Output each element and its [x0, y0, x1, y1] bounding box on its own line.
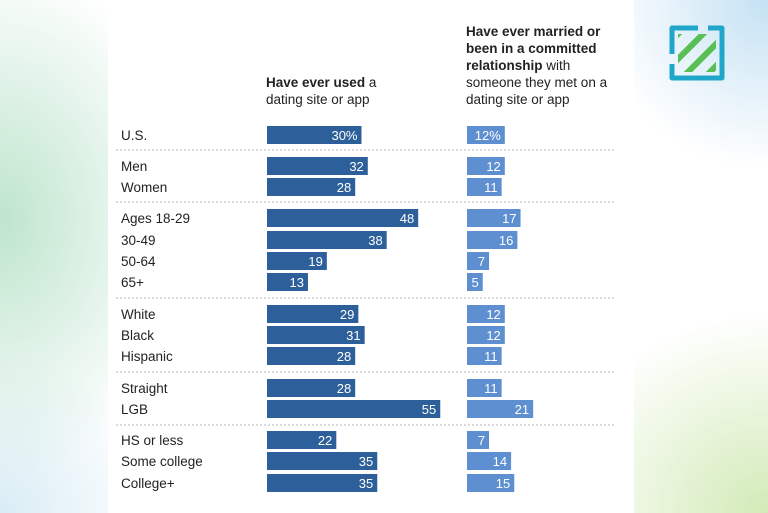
bar-married-hispanic [467, 347, 502, 365]
value-label-married-women: 11 [484, 180, 498, 195]
bar-used-hispanic [267, 347, 356, 365]
category-label-white: White [121, 307, 156, 322]
category-label-hs-or-less: HS or less [121, 433, 184, 448]
bar-married-college [467, 474, 515, 492]
bar-used-some-college [267, 452, 378, 470]
value-label-married-straight: 11 [484, 381, 498, 396]
category-label-college: College+ [121, 476, 175, 491]
category-label-straight: Straight [121, 381, 168, 396]
bar-married-30-49 [467, 231, 518, 249]
bar-married-65 [467, 273, 483, 291]
value-label-used-30-49: 38 [368, 233, 382, 248]
value-label-married-ages-18-29: 17 [502, 211, 516, 226]
category-label-30-49: 30-49 [121, 233, 156, 248]
value-label-married-college: 15 [496, 476, 510, 491]
value-label-married-hs-or-less: 7 [478, 433, 485, 448]
bar-used-30-49 [267, 231, 387, 249]
value-label-married-u-s: 12% [475, 128, 501, 143]
column-header-married: Have ever married or been in a committed… [466, 23, 624, 108]
bar-married-men [467, 157, 505, 175]
column-header-married-bold: Have ever married or been in a committed… [466, 24, 601, 73]
value-label-used-women: 28 [337, 180, 351, 195]
bar-used-black [267, 326, 365, 344]
value-label-used-u-s: 30% [331, 128, 357, 143]
value-label-used-ages-18-29: 48 [400, 211, 414, 226]
value-label-married-lgb: 21 [515, 402, 529, 417]
value-label-used-men: 32 [349, 159, 363, 174]
bar-used-ages-18-29 [267, 209, 419, 227]
category-label-some-college: Some college [121, 454, 203, 469]
category-label-ages-18-29: Ages 18-29 [121, 211, 190, 226]
category-label-50-64: 50-64 [121, 254, 156, 269]
bar-used-50-64 [267, 252, 327, 270]
category-label-lgb: LGB [121, 402, 148, 417]
category-label-women: Women [121, 180, 167, 195]
value-label-used-black: 31 [346, 328, 360, 343]
value-label-married-65: 5 [472, 275, 479, 290]
bar-married-white [467, 305, 505, 323]
bar-used-u-s [267, 126, 362, 144]
bar-married-hs-or-less [467, 431, 490, 449]
value-label-married-50-64: 7 [478, 254, 485, 269]
bar-used-women [267, 178, 356, 196]
category-label-hispanic: Hispanic [121, 349, 173, 364]
value-label-used-hispanic: 28 [337, 349, 351, 364]
column-header-used-rest: a dating site or app [266, 75, 377, 107]
value-label-used-straight: 28 [337, 381, 351, 396]
value-label-used-50-64: 19 [308, 254, 322, 269]
bar-married-black [467, 326, 505, 344]
bar-married-lgb [467, 400, 534, 418]
value-label-used-college: 35 [359, 476, 373, 491]
value-label-married-hispanic: 11 [484, 349, 498, 364]
chart-panel [108, 0, 634, 513]
bar-married-women [467, 178, 502, 196]
bar-married-50-64 [467, 252, 490, 270]
value-label-married-some-college: 14 [493, 454, 507, 469]
bar-used-lgb [267, 400, 441, 418]
value-label-married-30-49: 16 [499, 233, 513, 248]
value-label-married-men: 12 [486, 159, 500, 174]
value-label-used-65: 13 [289, 275, 303, 290]
bar-used-college [267, 474, 378, 492]
column-header-used: Have ever used a dating site or app [266, 74, 416, 108]
value-label-used-hs-or-less: 22 [318, 433, 332, 448]
bar-used-straight [267, 379, 356, 397]
value-label-used-lgb: 55 [422, 402, 436, 417]
value-label-used-white: 29 [340, 307, 354, 322]
category-label-men: Men [121, 159, 147, 174]
value-label-used-some-college: 35 [359, 454, 373, 469]
bar-used-men [267, 157, 368, 175]
value-label-married-white: 12 [486, 307, 500, 322]
category-label-black: Black [121, 328, 154, 343]
striped-square-logo-icon [669, 25, 725, 81]
bar-married-u-s [467, 126, 505, 144]
bar-used-hs-or-less [267, 431, 337, 449]
bar-married-some-college [467, 452, 512, 470]
bar-used-65 [267, 273, 308, 291]
bar-used-white [267, 305, 359, 323]
value-label-married-black: 12 [486, 328, 500, 343]
column-header-married-rest: with someone they met on a dating site o… [466, 58, 608, 107]
bar-married-ages-18-29 [467, 209, 521, 227]
column-header-used-bold: Have ever used [266, 75, 366, 90]
category-label-u-s: U.S. [121, 128, 147, 143]
category-label-65: 65+ [121, 275, 144, 290]
bar-married-straight [467, 379, 502, 397]
